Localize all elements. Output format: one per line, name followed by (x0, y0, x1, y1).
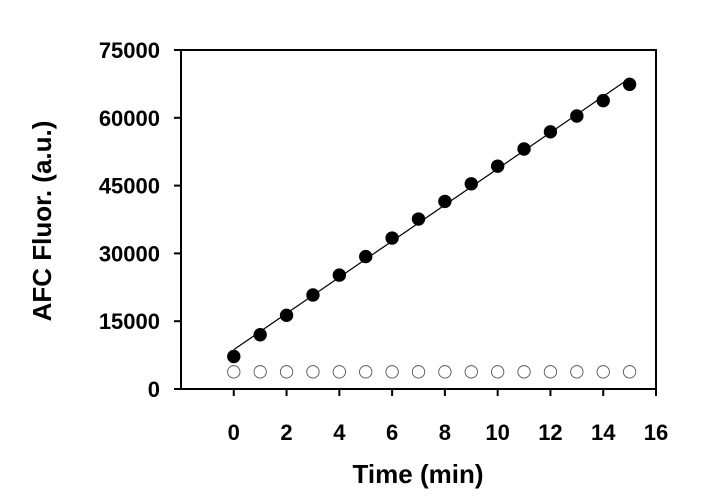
data-point-filled (253, 328, 267, 342)
data-point-filled (596, 93, 610, 108)
y-tick-label: 60000 (99, 106, 160, 131)
data-point-filled (438, 194, 452, 209)
data-point-filled (332, 268, 347, 282)
x-tick-label: 4 (333, 420, 346, 445)
data-points (227, 77, 637, 379)
data-point-filled (279, 308, 294, 323)
y-tick-label: 45000 (99, 174, 160, 199)
data-point-filled (517, 142, 531, 156)
x-tick-label: 12 (538, 420, 562, 445)
x-tick-label: 2 (280, 420, 292, 445)
data-point-filled (227, 349, 241, 364)
data-point-open (411, 365, 426, 379)
data-point-open (385, 365, 399, 379)
data-point-open (306, 365, 320, 379)
data-point-open (622, 365, 637, 379)
x-axis-label: Time (min) (353, 459, 484, 489)
x-tick-label: 16 (644, 420, 668, 445)
data-point-filled (306, 288, 320, 302)
data-point-open (359, 365, 373, 379)
data-point-open (596, 365, 610, 379)
data-point-open (464, 365, 478, 379)
data-point-open (227, 365, 241, 379)
fit-line (233, 77, 630, 351)
data-point-open (438, 365, 452, 379)
x-tick-label: 0 (228, 420, 240, 445)
data-point-open (332, 365, 346, 379)
data-point-open (279, 365, 294, 379)
data-point-open (570, 365, 584, 379)
fit-lines (233, 77, 630, 351)
y-tick-label: 30000 (99, 241, 160, 266)
x-tick-label: 6 (386, 420, 398, 445)
data-point-open (253, 365, 267, 379)
data-point-filled (543, 125, 558, 139)
data-point-open (543, 365, 558, 379)
axes (180, 49, 657, 390)
x-tick-label: 14 (591, 420, 616, 445)
y-axis-label: AFC Fluor. (a.u.) (27, 121, 57, 322)
data-point-filled (622, 77, 637, 92)
data-point-filled (570, 109, 584, 123)
data-point-open (517, 365, 531, 379)
ticks: 0 2 4 6 8 10 12 14 16 0 15000 30000 45000 60000 75000 (99, 38, 668, 445)
y-tick-label: 75000 (99, 38, 160, 63)
data-point-filled (359, 249, 373, 264)
y-tick-label: 0 (148, 377, 160, 402)
y-tick-label: 15000 (99, 309, 160, 334)
x-tick-label: 8 (439, 420, 451, 445)
data-point-open (491, 365, 505, 379)
x-tick-label: 10 (485, 420, 509, 445)
data-point-filled (411, 212, 426, 226)
plot-frame (180, 49, 657, 390)
data-point-filled (490, 159, 505, 173)
data-point-filled (385, 231, 399, 245)
data-point-filled (464, 177, 478, 191)
